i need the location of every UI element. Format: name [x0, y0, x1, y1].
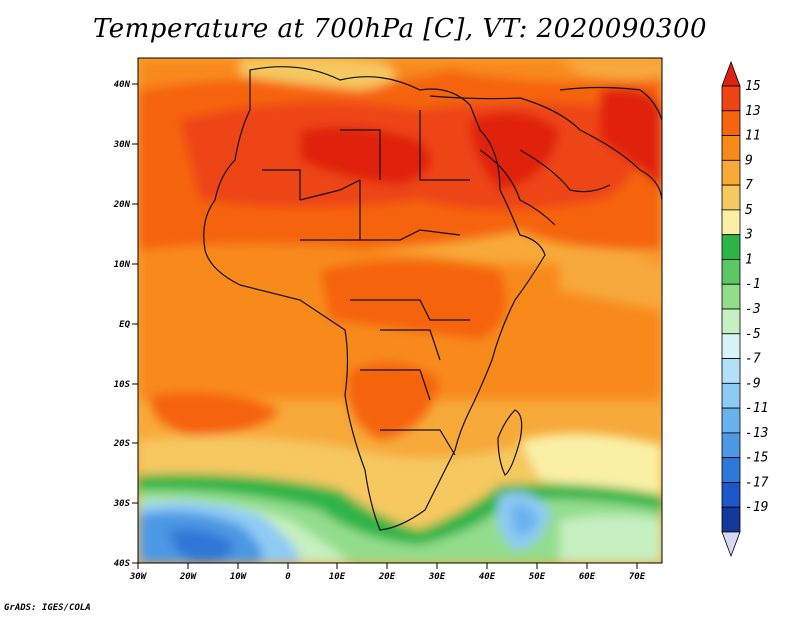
- colorbar-swatch: [721, 482, 741, 508]
- lat-tick-label: EQ: [119, 320, 130, 330]
- colorbar-label: 9: [745, 153, 753, 168]
- lat-tick-label: 40S: [114, 559, 131, 569]
- colorbar-swatch: [721, 259, 741, 285]
- lon-tick-label: 20W: [179, 572, 198, 582]
- temperature-field: [138, 58, 662, 563]
- colorbar-swatch: [721, 283, 741, 310]
- colorbar-swatch: [721, 184, 741, 211]
- credit-text: GrADS: IGES/COLA: [4, 603, 91, 613]
- lon-tick-label: 0: [285, 572, 291, 582]
- colorbar-swatch: [721, 234, 741, 260]
- colorbar-swatch: [721, 135, 741, 161]
- coastlines: [203, 66, 662, 531]
- colorbar-swatch: [721, 333, 741, 359]
- colorbar-label: -1: [745, 277, 761, 292]
- colorbar-swatch: [721, 85, 741, 112]
- colorbar-label: -13: [745, 426, 768, 441]
- colorbar: 15 13 11 9 7 5 3 1 -1 -3 -5 -7 -9 -11 -13 -15 -17 -19: [721, 60, 769, 558]
- colorbar-label: 1: [745, 252, 753, 267]
- colorbar-swatch: [721, 159, 741, 186]
- colorbar-label: -19: [745, 500, 768, 515]
- colorbar-swatch: [721, 308, 741, 335]
- lat-tick-label: 20S: [113, 439, 131, 449]
- colorbar-swatch: [721, 110, 741, 136]
- lon-axis: [137, 563, 638, 569]
- colorbar-swatch: [721, 432, 741, 459]
- colorbar-swatch: [721, 506, 741, 533]
- lat-tick-label: 10S: [114, 380, 131, 390]
- colorbar-max-arrow: [721, 60, 741, 87]
- colorbar-swatch: [721, 209, 741, 236]
- lon-tick-label: 10E: [329, 572, 346, 582]
- lat-tick-label: 30S: [113, 499, 131, 509]
- colorbar-label: -15: [745, 451, 769, 466]
- lon-tick-label: 20E: [378, 572, 396, 582]
- chart-title: Temperature at 700hPa [C], VT: 202009030…: [92, 14, 708, 44]
- lon-tick-label: 50E: [529, 572, 546, 582]
- colorbar-label: 7: [745, 178, 753, 193]
- lat-tick-label: 40N: [114, 80, 131, 90]
- colorbar-label: 15: [745, 79, 761, 94]
- colorbar-label: -17: [745, 475, 769, 490]
- colorbar-swatch: [721, 382, 741, 409]
- colorbar-label: -5: [745, 327, 761, 342]
- colorbar-label: 13: [745, 104, 761, 119]
- lon-tick-label: 30E: [428, 572, 446, 582]
- lat-tick-label: 10N: [114, 260, 131, 270]
- lat-tick-label: 30N: [113, 140, 131, 150]
- lat-tick-label: 20N: [113, 200, 131, 210]
- colorbar-label: 3: [744, 228, 753, 243]
- colorbar-label: -11: [745, 401, 768, 416]
- colorbar-label: -9: [745, 376, 761, 391]
- lon-tick-label: 60E: [579, 572, 596, 582]
- colorbar-swatch: [721, 457, 741, 483]
- colorbar-swatch: [721, 358, 741, 384]
- colorbar-swatch: [721, 407, 741, 434]
- colorbar-min-arrow: [721, 531, 741, 558]
- colorbar-label: 5: [745, 203, 753, 218]
- lon-tick-label: 40E: [479, 572, 496, 582]
- lon-tick-label: 10W: [230, 572, 248, 582]
- lon-tick-label: 30W: [129, 572, 148, 582]
- colorbar-label: -7: [745, 352, 761, 367]
- lon-tick-label: 70E: [629, 572, 646, 582]
- colorbar-label: -3: [745, 302, 761, 317]
- lat-axis: [132, 83, 138, 564]
- colorbar-label: 11: [745, 129, 761, 144]
- plot-frame: [137, 57, 663, 564]
